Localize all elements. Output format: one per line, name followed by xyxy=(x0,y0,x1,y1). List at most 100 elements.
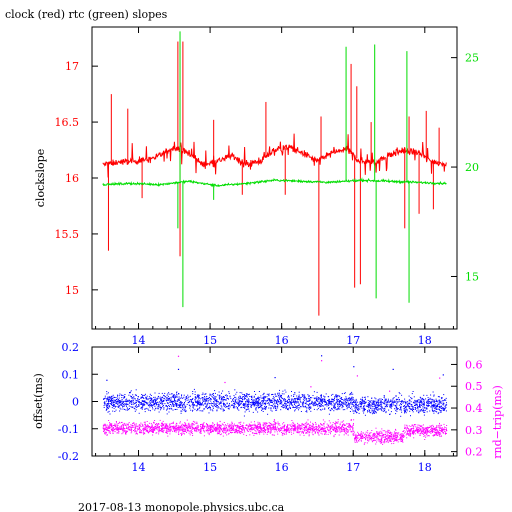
scatter-point-rnd-trip xyxy=(426,430,428,432)
scatter-point-offset xyxy=(258,400,260,402)
scatter-point-offset xyxy=(444,408,446,410)
scatter-point-offset xyxy=(182,397,184,399)
scatter-point-rnd-trip xyxy=(422,430,424,432)
scatter-point-offset xyxy=(294,410,296,412)
scatter-point-offset xyxy=(254,402,256,404)
scatter-point-offset xyxy=(270,401,272,403)
scatter-point-offset xyxy=(212,407,214,409)
scatter-point-rnd-trip xyxy=(135,431,137,433)
scatter-point-offset xyxy=(439,401,441,403)
scatter-point-rnd-trip xyxy=(320,432,322,434)
scatter-point-rnd-trip xyxy=(217,431,219,433)
scatter-point-rnd-trip xyxy=(442,432,444,434)
scatter-point-offset xyxy=(277,406,279,407)
scatter-point-rnd-trip xyxy=(228,426,230,428)
scatter-point-offset xyxy=(247,402,249,403)
scatter-point-offset xyxy=(341,401,342,403)
scatter-point-offset xyxy=(349,398,351,399)
scatter-point-rnd-trip xyxy=(127,424,129,426)
scatter-point-rnd-trip xyxy=(186,431,187,433)
scatter-point-offset xyxy=(104,403,106,405)
scatter-point-offset xyxy=(105,404,107,406)
scatter-point-offset xyxy=(246,405,248,407)
scatter-point-rnd-trip xyxy=(317,433,319,435)
scatter-point-rnd-trip xyxy=(238,432,240,434)
scatter-point-offset xyxy=(244,394,245,396)
scatter-point-rnd-trip xyxy=(236,431,238,432)
scatter-point-rnd-trip xyxy=(192,427,194,429)
scatter-point-rnd-trip xyxy=(170,428,172,430)
scatter-point-offset xyxy=(412,391,414,392)
scatter-point-offset xyxy=(318,397,320,399)
scatter-point-offset xyxy=(106,406,108,408)
scatter-point-rnd-trip xyxy=(207,424,209,426)
scatter-point-rnd-trip xyxy=(357,433,359,435)
scatter-point-rnd-trip xyxy=(182,429,184,431)
scatter-point-offset xyxy=(108,406,110,408)
scatter-point-offset xyxy=(306,409,308,411)
scatter-point-offset xyxy=(425,398,427,400)
scatter-point-rnd-trip xyxy=(372,440,374,442)
scatter-point-offset xyxy=(408,395,410,397)
scatter-point-offset xyxy=(377,408,379,410)
scatter-point-rnd-trip xyxy=(272,428,273,430)
scatter-point-rnd-trip xyxy=(255,425,257,427)
scatter-point-offset xyxy=(112,399,114,401)
scatter-point-offset xyxy=(443,410,445,411)
scatter-point-rnd-trip xyxy=(324,421,326,423)
scatter-point-rnd-trip xyxy=(365,436,367,438)
scatter-point-rnd-trip xyxy=(360,435,362,436)
scatter-point-offset xyxy=(160,400,162,402)
scatter-point-rnd-trip xyxy=(116,421,117,423)
scatter-point-offset xyxy=(401,400,403,402)
scatter-point-offset xyxy=(188,402,190,404)
scatter-point-offset xyxy=(225,406,227,408)
scatter-point-offset xyxy=(150,395,152,396)
scatter-point-offset xyxy=(107,396,109,398)
scatter-point-offset xyxy=(324,401,326,403)
scatter-point-offset xyxy=(375,400,377,402)
scatter-point-rnd-trip xyxy=(332,422,334,424)
x-tick-label: 14 xyxy=(132,334,146,347)
scatter-point-rnd-trip xyxy=(439,426,441,428)
scatter-point-offset xyxy=(317,400,319,402)
scatter-point-rnd-trip xyxy=(387,429,389,431)
scatter-point-rnd-trip xyxy=(297,428,299,430)
scatter-point-offset xyxy=(376,405,378,407)
scatter-point-offset xyxy=(141,402,143,404)
scatter-point-rnd-trip xyxy=(423,435,425,437)
scatter-point-offset xyxy=(431,399,433,401)
scatter-point-rnd-trip xyxy=(281,429,283,431)
scatter-point-offset xyxy=(152,406,153,408)
scatter-point-rnd-trip xyxy=(197,428,199,430)
scatter-point-rnd-trip xyxy=(160,424,162,426)
scatter-point-offset xyxy=(383,409,385,411)
scatter-point-offset xyxy=(284,399,286,401)
scatter-point-rnd-trip xyxy=(118,431,120,433)
scatter-point-rnd-trip xyxy=(259,433,261,435)
scatter-point-offset xyxy=(177,399,179,401)
scatter-point-offset xyxy=(359,406,361,408)
scatter-point-offset xyxy=(155,408,157,410)
scatter-point-rnd-trip xyxy=(201,428,203,430)
scatter-point-offset xyxy=(179,397,181,399)
scatter-point-offset xyxy=(388,409,390,411)
scatter-point-offset xyxy=(369,404,370,406)
scatter-point-rnd-trip xyxy=(356,436,358,438)
scatter-point-rnd-trip xyxy=(107,430,109,432)
scatter-point-offset xyxy=(421,401,423,403)
scatter-point-rnd-trip xyxy=(196,426,198,428)
y2-tick-label: 0.3 xyxy=(465,424,483,437)
scatter-point-rnd-trip xyxy=(313,423,314,425)
scatter-point-rnd-trip xyxy=(184,427,186,429)
scatter-point-offset xyxy=(381,407,383,409)
scatter-point-offset xyxy=(167,398,169,400)
scatter-point-offset xyxy=(253,400,255,402)
scatter-point-offset xyxy=(274,402,276,404)
scatter-point-offset xyxy=(398,397,400,399)
scatter-point-offset xyxy=(207,402,209,404)
scatter-point-offset xyxy=(184,405,186,407)
scatter-point-rnd-trip xyxy=(388,437,390,439)
scatter-point-rnd-trip xyxy=(416,432,418,434)
scatter-point-rnd-trip xyxy=(312,425,314,427)
